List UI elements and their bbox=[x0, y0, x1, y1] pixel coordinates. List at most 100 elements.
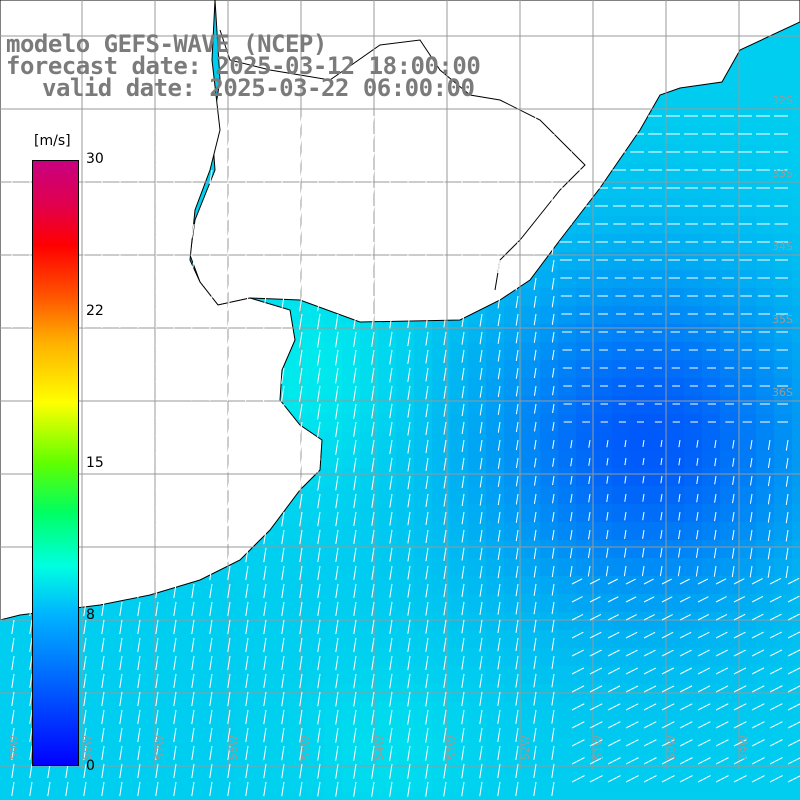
wind-arrow bbox=[425, 457, 429, 472]
wind-arrow bbox=[281, 439, 285, 456]
wind-arrow bbox=[697, 739, 711, 747]
wind-speed-cell bbox=[702, 324, 720, 342]
wind-speed-cell bbox=[702, 360, 720, 378]
wind-arrow bbox=[191, 385, 195, 401]
wind-speed-cell bbox=[126, 648, 144, 666]
wind-arrow bbox=[515, 349, 519, 362]
wind-arrow bbox=[227, 403, 231, 420]
wind-arrow bbox=[660, 493, 663, 502]
wind-arrow bbox=[371, 277, 375, 293]
wind-arrow bbox=[715, 757, 729, 765]
wind-speed-cell bbox=[234, 612, 252, 630]
wind-speed-cell bbox=[54, 774, 72, 792]
wind-speed-cell bbox=[702, 414, 720, 432]
wind-speed-cell bbox=[612, 360, 630, 378]
wind-arrow bbox=[137, 637, 141, 653]
wind-speed-cell bbox=[468, 774, 486, 792]
wind-arrow bbox=[533, 475, 537, 486]
wind-speed-cell bbox=[414, 666, 432, 684]
wind-arrow bbox=[443, 349, 447, 364]
wind-speed-cell bbox=[594, 648, 612, 666]
wind-arrow bbox=[625, 739, 639, 747]
wind-arrow bbox=[479, 421, 483, 434]
wind-speed-cell bbox=[504, 522, 522, 540]
wind-speed-cell bbox=[360, 450, 378, 468]
wind-arrow bbox=[155, 673, 159, 689]
wind-arrow bbox=[227, 619, 231, 635]
wind-arrow bbox=[515, 295, 519, 309]
wind-speed-cell bbox=[342, 378, 360, 396]
wind-arrow bbox=[497, 619, 501, 634]
wind-arrow bbox=[209, 763, 213, 779]
wind-speed-cell bbox=[774, 468, 792, 486]
wind-arrow bbox=[227, 493, 231, 509]
wind-speed-cell bbox=[756, 486, 774, 504]
wind-speed-cell bbox=[504, 576, 522, 594]
wind-arrow bbox=[625, 614, 637, 621]
wind-speed-cell bbox=[792, 216, 800, 234]
wind-arrow bbox=[209, 475, 213, 491]
wind-speed-cell bbox=[360, 342, 378, 360]
wind-speed-cell bbox=[306, 378, 324, 396]
wind-arrow bbox=[11, 223, 15, 239]
wind-speed-cell bbox=[324, 702, 342, 720]
wind-arrow bbox=[407, 745, 411, 761]
wind-speed-cell bbox=[774, 558, 792, 576]
wind-arrow bbox=[625, 775, 639, 783]
wind-arrow bbox=[353, 151, 357, 167]
wind-arrow bbox=[299, 313, 303, 330]
wind-arrow bbox=[787, 685, 800, 693]
wind-arrow bbox=[191, 151, 195, 167]
wind-arrow bbox=[137, 295, 141, 311]
wind-speed-cell bbox=[774, 756, 792, 774]
wind-arrow bbox=[407, 421, 411, 436]
wind-arrow bbox=[697, 614, 710, 621]
wind-speed-cell bbox=[576, 774, 594, 792]
wind-speed-cell bbox=[288, 774, 306, 792]
wind-arrow bbox=[119, 475, 123, 491]
wind-speed-cell bbox=[486, 702, 504, 720]
wind-arrow bbox=[173, 727, 177, 743]
wind-arrow bbox=[479, 367, 483, 380]
wind-arrow bbox=[606, 457, 609, 466]
wind-arrow bbox=[245, 349, 249, 366]
wind-arrow bbox=[733, 596, 745, 603]
wind-arrow bbox=[371, 259, 375, 275]
wind-arrow bbox=[425, 295, 429, 310]
wind-speed-cell bbox=[342, 468, 360, 486]
wind-arrow bbox=[443, 745, 447, 761]
wind-arrow bbox=[407, 601, 411, 616]
wind-speed-cell bbox=[540, 630, 558, 648]
latitude-label: 34S bbox=[772, 240, 793, 253]
wind-speed-cell bbox=[306, 630, 324, 648]
wind-arrow bbox=[697, 649, 710, 657]
wind-speed-cell bbox=[774, 162, 792, 180]
wind-arrow bbox=[533, 385, 537, 396]
wind-arrow bbox=[479, 133, 483, 148]
wind-speed-cell bbox=[648, 360, 666, 378]
wind-arrow bbox=[461, 673, 465, 688]
wind-speed-cell bbox=[630, 702, 648, 720]
wind-arrow bbox=[641, 565, 645, 577]
wind-arrow bbox=[407, 583, 411, 598]
wind-speed-cell bbox=[702, 648, 720, 666]
longitude-label: 53W bbox=[446, 735, 459, 760]
wind-speed-cell bbox=[252, 648, 270, 666]
wind-speed-cell bbox=[738, 342, 756, 360]
wind-speed-cell bbox=[252, 720, 270, 738]
wind-speed-cell bbox=[18, 774, 36, 792]
wind-speed-cell bbox=[162, 666, 180, 684]
wind-speed-cell bbox=[360, 666, 378, 684]
wind-arrow bbox=[263, 133, 267, 149]
wind-arrow bbox=[533, 709, 537, 724]
wind-arrow bbox=[317, 331, 321, 348]
wind-speed-cell bbox=[648, 234, 666, 252]
wind-arrow bbox=[263, 349, 267, 366]
wind-arrow bbox=[497, 367, 501, 380]
wind-speed-cell bbox=[684, 792, 702, 800]
colorbar-tick: 30 bbox=[86, 151, 104, 167]
wind-arrow bbox=[209, 421, 213, 437]
wind-arrow bbox=[751, 631, 764, 639]
wind-arrow bbox=[299, 439, 303, 456]
wind-arrow bbox=[83, 277, 87, 293]
